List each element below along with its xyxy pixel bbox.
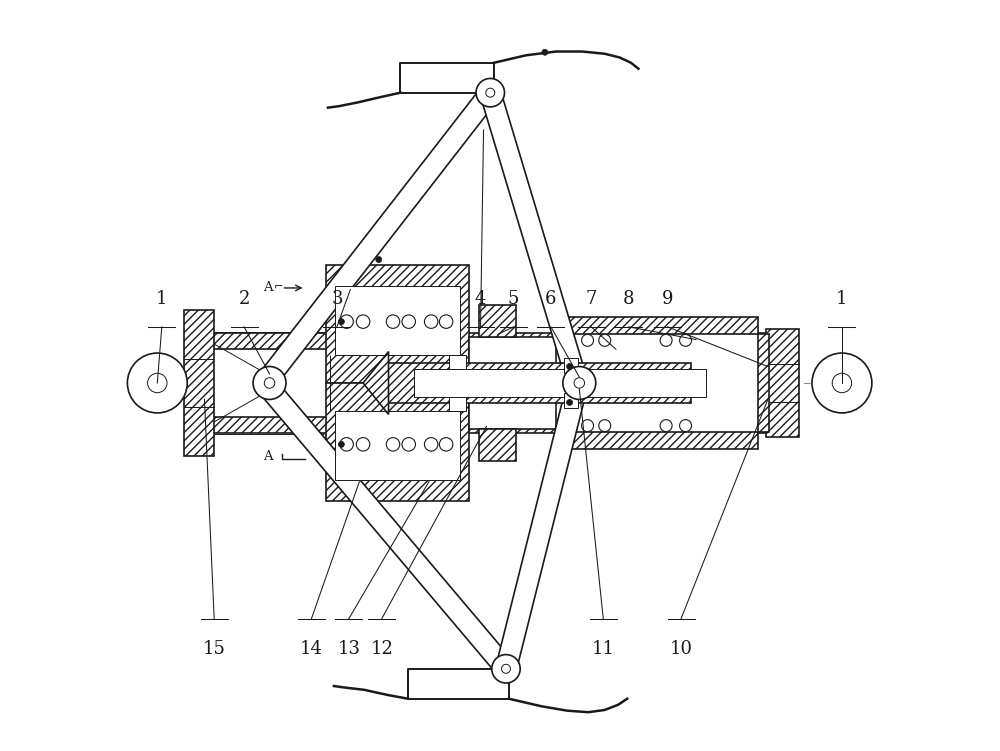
Circle shape bbox=[340, 438, 353, 451]
Text: 4: 4 bbox=[475, 290, 486, 308]
Circle shape bbox=[386, 438, 400, 451]
Text: 5: 5 bbox=[508, 290, 519, 308]
Polygon shape bbox=[326, 265, 469, 383]
Circle shape bbox=[402, 315, 415, 328]
Circle shape bbox=[486, 88, 495, 97]
Circle shape bbox=[599, 420, 611, 432]
Polygon shape bbox=[261, 86, 499, 384]
Polygon shape bbox=[184, 309, 214, 457]
Circle shape bbox=[424, 438, 438, 451]
Text: 7: 7 bbox=[586, 290, 597, 308]
Circle shape bbox=[340, 315, 353, 328]
Circle shape bbox=[424, 315, 438, 328]
Polygon shape bbox=[326, 383, 469, 501]
Polygon shape bbox=[480, 89, 589, 392]
Circle shape bbox=[599, 334, 611, 346]
Bar bbox=[556, 333, 758, 433]
Circle shape bbox=[439, 315, 453, 328]
Circle shape bbox=[338, 442, 344, 448]
Text: 12: 12 bbox=[370, 640, 393, 658]
Bar bbox=[335, 285, 460, 354]
Circle shape bbox=[356, 438, 370, 451]
Bar bbox=[449, 394, 466, 411]
Circle shape bbox=[582, 420, 594, 432]
Polygon shape bbox=[363, 351, 389, 415]
Circle shape bbox=[660, 420, 672, 432]
Circle shape bbox=[253, 366, 286, 400]
Polygon shape bbox=[262, 382, 514, 676]
Circle shape bbox=[148, 373, 167, 393]
Circle shape bbox=[812, 353, 872, 413]
Polygon shape bbox=[479, 305, 516, 336]
Text: ⌐: ⌐ bbox=[273, 283, 283, 293]
Bar bbox=[449, 355, 466, 372]
Polygon shape bbox=[212, 333, 766, 349]
Text: 14: 14 bbox=[300, 640, 323, 658]
Polygon shape bbox=[496, 375, 589, 671]
Text: 1: 1 bbox=[836, 290, 848, 308]
Circle shape bbox=[356, 315, 370, 328]
Circle shape bbox=[127, 353, 187, 413]
Circle shape bbox=[386, 315, 400, 328]
Bar bbox=[335, 412, 460, 480]
Circle shape bbox=[542, 50, 548, 56]
Text: 9: 9 bbox=[662, 290, 673, 308]
Text: 2: 2 bbox=[238, 290, 250, 308]
Bar bbox=[469, 336, 556, 430]
Text: A: A bbox=[263, 282, 273, 294]
Polygon shape bbox=[556, 433, 758, 449]
Circle shape bbox=[680, 334, 692, 346]
Text: 3: 3 bbox=[331, 290, 343, 308]
Text: 6: 6 bbox=[545, 290, 557, 308]
Polygon shape bbox=[766, 329, 799, 437]
Text: 15: 15 bbox=[203, 640, 226, 658]
Circle shape bbox=[660, 334, 672, 346]
Circle shape bbox=[567, 400, 573, 406]
Polygon shape bbox=[212, 417, 766, 433]
Text: 10: 10 bbox=[670, 640, 693, 658]
Circle shape bbox=[567, 363, 573, 369]
Circle shape bbox=[439, 438, 453, 451]
Circle shape bbox=[376, 257, 382, 263]
Bar bbox=[408, 669, 509, 698]
Circle shape bbox=[338, 318, 344, 324]
Bar bbox=[758, 333, 769, 433]
Bar bbox=[564, 358, 578, 372]
Polygon shape bbox=[384, 363, 691, 403]
Circle shape bbox=[832, 373, 852, 393]
Circle shape bbox=[264, 378, 275, 388]
Text: A: A bbox=[263, 450, 273, 463]
Circle shape bbox=[574, 378, 585, 388]
Text: 8: 8 bbox=[623, 290, 634, 308]
Circle shape bbox=[563, 366, 596, 400]
Circle shape bbox=[476, 78, 504, 107]
Text: 13: 13 bbox=[337, 640, 360, 658]
Bar bbox=[212, 349, 766, 417]
Bar bbox=[564, 394, 578, 408]
Polygon shape bbox=[414, 369, 706, 397]
Bar bbox=[400, 63, 494, 92]
Circle shape bbox=[492, 655, 520, 683]
Circle shape bbox=[582, 334, 594, 346]
Polygon shape bbox=[556, 317, 758, 333]
Circle shape bbox=[501, 665, 510, 674]
Text: 11: 11 bbox=[592, 640, 615, 658]
Circle shape bbox=[680, 420, 692, 432]
Polygon shape bbox=[479, 430, 516, 461]
Text: 1: 1 bbox=[156, 290, 168, 308]
Circle shape bbox=[402, 438, 415, 451]
